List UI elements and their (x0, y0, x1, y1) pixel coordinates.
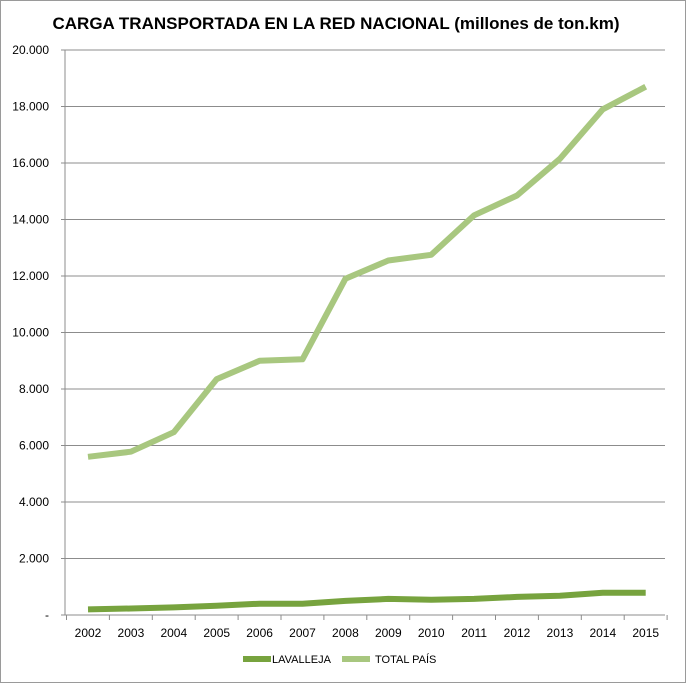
y-tick-label: 14.000 (12, 213, 49, 227)
y-tick-label: 6.000 (19, 439, 49, 453)
chart-title: CARGA TRANSPORTADA EN LA RED NACIONAL (m… (53, 14, 620, 33)
x-tick-label: 2002 (75, 626, 102, 640)
y-axis-ticks: - 2.000 4.000 6.000 8.000 10.000 12.000 14.000 1… (12, 43, 49, 622)
x-tick-label: 2011 (461, 626, 487, 640)
x-tick-label: 2014 (589, 626, 616, 640)
x-tick-label: 2004 (160, 626, 187, 640)
x-tick-label: 2008 (332, 626, 359, 640)
y-tick-label: - (45, 608, 49, 622)
series-line-1 (87, 84, 648, 460)
y-tick-label: 16.000 (12, 156, 49, 170)
y-tick-label: 10.000 (12, 326, 49, 340)
x-tick-label: 2003 (118, 626, 145, 640)
x-tick-label: 2006 (246, 626, 273, 640)
x-tick-label: 2012 (504, 626, 531, 640)
x-tick-label: 2013 (547, 626, 574, 640)
x-tick-label: 2009 (375, 626, 402, 640)
series-line-0 (87, 589, 646, 613)
x-tick-label: 2005 (203, 626, 230, 640)
y-tick-label: 8.000 (19, 382, 49, 396)
legend-label-1: TOTAL PAÍS (375, 653, 436, 666)
x-tick-label: 2007 (289, 626, 316, 640)
x-axis-ticks: 2002 2003 2004 2005 2006 2007 2008 2009 2010 2011… (75, 626, 660, 640)
legend-label-0: LAVALLEJA (272, 654, 332, 666)
y-tick-label: 2.000 (19, 552, 49, 566)
y-tick-label: 18.000 (12, 100, 49, 114)
legend: LAVALLEJA TOTAL PAÍS (243, 653, 436, 666)
gridlines (61, 49, 668, 620)
series-lines (87, 84, 648, 613)
y-tick-label: 4.000 (19, 495, 49, 509)
x-tick-label: 2015 (632, 626, 659, 640)
y-tick-label: 20.000 (12, 43, 49, 57)
y-tick-label: 12.000 (12, 269, 49, 283)
x-tick-label: 2010 (418, 626, 445, 640)
